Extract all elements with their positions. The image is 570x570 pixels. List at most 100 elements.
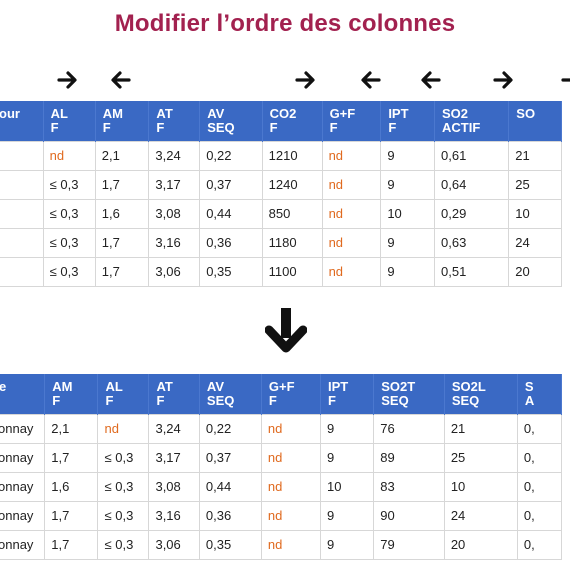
column-header[interactable]: e xyxy=(0,374,46,414)
column-header[interactable]: G+F F xyxy=(322,101,382,141)
column-header[interactable]: IPT F xyxy=(320,374,375,414)
column-header-label: F xyxy=(102,120,111,135)
table-row: onnay 1,7 ≤ 0,3 3,16 0,36 nd 9 90 24 0, xyxy=(0,501,563,531)
column-header[interactable]: SO xyxy=(508,101,562,141)
table-cell: nd xyxy=(261,530,322,560)
column-header-label: AV xyxy=(207,106,225,121)
column-header[interactable]: AT F xyxy=(148,101,201,141)
table-cell: ≤ 0,3 xyxy=(97,472,150,502)
table-cell: 21 xyxy=(444,413,518,444)
table-row: onnay 1,6 ≤ 0,3 3,08 0,44 nd 10 83 10 0, xyxy=(0,472,563,502)
table-cell: 90 xyxy=(373,501,445,531)
column-header-label: AM xyxy=(102,106,123,121)
table-cell: 9 xyxy=(320,501,375,531)
column-header-label: AL xyxy=(50,106,68,121)
table-cell: 0,36 xyxy=(199,228,263,258)
arrow-right-icon xyxy=(561,78,570,82)
table-cell: ≤ 0,3 xyxy=(43,228,96,258)
table-cell: 0,44 xyxy=(199,199,263,229)
table-cell: 20 xyxy=(444,530,518,560)
table-cell: nd xyxy=(322,170,382,200)
column-header-label: F xyxy=(269,120,278,135)
column-header-label: SEQ xyxy=(207,120,235,135)
table-cell: 1,6 xyxy=(44,472,99,502)
column-header[interactable]: AL F xyxy=(43,101,96,141)
table-cell: 24 xyxy=(508,228,562,258)
table-cell: 3,06 xyxy=(148,530,200,560)
table-cell: nd xyxy=(97,413,150,444)
table-cell: ≤ 0,3 xyxy=(97,443,150,473)
column-header[interactable]: SO2 ACTIF xyxy=(434,101,510,141)
table-cell: 0,44 xyxy=(199,472,262,502)
table-cell xyxy=(0,228,44,258)
column-header-label: F xyxy=(328,393,336,408)
arrow-left-icon xyxy=(111,71,131,89)
table-cell: 0,37 xyxy=(199,443,262,473)
table-cell: 1,7 xyxy=(95,257,150,287)
table-cell: 1240 xyxy=(262,170,323,200)
table-cell: ≤ 0,3 xyxy=(97,501,150,531)
column-header[interactable]: AM F xyxy=(95,101,150,141)
table-cell: ≤ 0,3 xyxy=(97,530,150,560)
column-header[interactable]: IPT F xyxy=(380,101,435,141)
column-header[interactable]: AV SEQ xyxy=(199,374,262,414)
table-cell: onnay xyxy=(0,413,46,444)
table-cell: 0, xyxy=(517,413,563,444)
column-header-label: A xyxy=(524,393,535,408)
column-header-label: SEQ xyxy=(381,393,409,408)
table-cell: 9 xyxy=(320,530,375,560)
table-cell: 0,35 xyxy=(199,530,262,560)
table-cell xyxy=(0,170,44,200)
table-cell: nd xyxy=(43,140,96,171)
table-cell: 21 xyxy=(508,140,562,171)
column-header-label: AV xyxy=(206,379,225,394)
table-cell: ≤ 0,3 xyxy=(43,199,96,229)
column-header[interactable]: our xyxy=(0,101,44,141)
table-cell: 2,1 xyxy=(95,140,150,171)
column-header[interactable]: AT F xyxy=(148,374,200,414)
table-cell xyxy=(0,199,44,229)
table-cell: 1,7 xyxy=(95,170,150,200)
column-header[interactable]: G+F F xyxy=(261,374,322,414)
table-cell: 10 xyxy=(380,199,435,229)
column-header-label: CO2 xyxy=(269,106,297,121)
table-cell: 1,7 xyxy=(44,530,99,560)
table-cell: 0,61 xyxy=(434,140,510,171)
table-cell: 3,08 xyxy=(148,472,200,502)
arrow-left-icon xyxy=(361,71,381,89)
table-header-row: e AM F AL F AT F AV SEQ G+F F IPT F SO2T SEQ SO2L SEQ S A xyxy=(0,374,563,414)
column-header[interactable]: CO2 F xyxy=(262,101,323,141)
table-cell: 76 xyxy=(373,413,445,444)
column-header-label: SEQ xyxy=(451,393,480,408)
table-cell: 0,22 xyxy=(199,413,262,444)
table-cell: 0, xyxy=(517,472,563,502)
table-cell: nd xyxy=(261,413,322,444)
table-cell: 83 xyxy=(373,472,445,502)
table-cell: nd xyxy=(322,199,382,229)
column-header-label: S xyxy=(524,379,534,394)
table-cell: 0,29 xyxy=(434,199,510,229)
table-cell: 10 xyxy=(444,472,518,502)
column-header[interactable]: SO2L SEQ xyxy=(444,374,518,414)
column-header-label: SO2L xyxy=(451,379,486,394)
column-header-label: SO2 xyxy=(442,106,469,121)
arrow-right-icon xyxy=(295,71,315,89)
table-cell: 1,7 xyxy=(44,443,99,473)
column-header[interactable]: AL F xyxy=(97,374,150,414)
column-header[interactable]: SO2T SEQ xyxy=(373,374,445,414)
column-header[interactable]: AV SEQ xyxy=(199,101,263,141)
table-cell: 9 xyxy=(320,443,375,473)
column-header-label: AT xyxy=(156,379,173,394)
table-cell: 10 xyxy=(320,472,375,502)
table-cell: onnay xyxy=(0,501,46,531)
column-header-label: e xyxy=(0,379,7,394)
column-header-label: F xyxy=(329,120,338,135)
table-cell: 1210 xyxy=(262,140,323,171)
table-cell: 79 xyxy=(373,530,445,560)
column-header[interactable]: AM F xyxy=(44,374,99,414)
table-cell: 89 xyxy=(373,443,445,473)
table-cell: 9 xyxy=(320,413,375,444)
